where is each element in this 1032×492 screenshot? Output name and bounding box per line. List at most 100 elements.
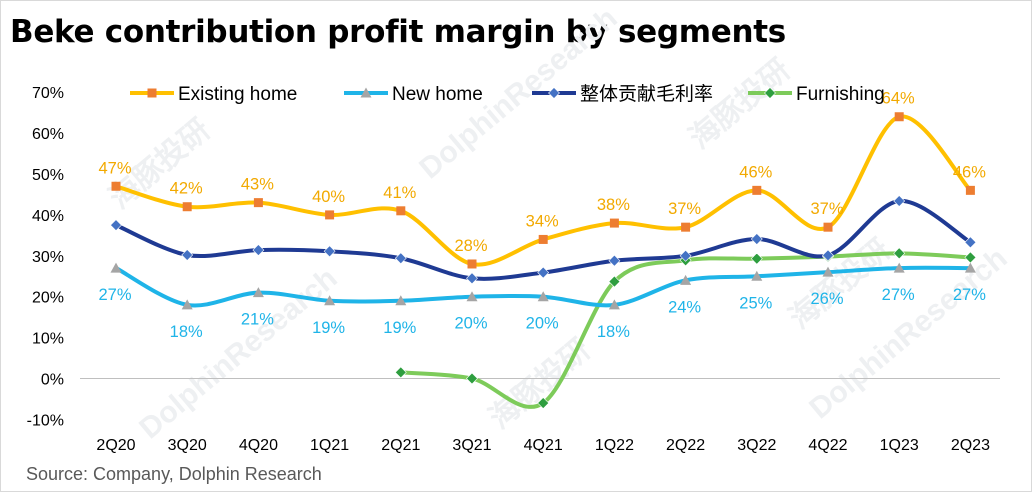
legend: Existing home New home 整体贡献毛利率 Furnishing: [130, 83, 885, 105]
existing-home-data-label: 40%: [312, 188, 345, 206]
x-tick-label: 3Q20: [168, 437, 207, 454]
existing-home-data-label: 42%: [170, 180, 203, 198]
existing-home-marker: [609, 218, 619, 228]
overall-margin-marker: [394, 252, 407, 265]
existing-home-marker: [325, 210, 335, 220]
new-home-marker: [466, 291, 478, 302]
existing-home-marker: [965, 185, 975, 195]
existing-home-data-label: 47%: [98, 159, 131, 177]
new-home-data-label: 20%: [526, 315, 559, 333]
new-home-marker: [537, 291, 549, 302]
legend-label-existing-home: Existing home: [178, 84, 297, 105]
furnishing-line: [398, 251, 973, 409]
legend-marker-new-home: [360, 87, 372, 98]
x-tick-label: 4Q21: [524, 437, 563, 454]
new-home-marker: [181, 299, 193, 310]
existing-home-data-label: 28%: [454, 237, 487, 255]
y-tick-label: 40%: [32, 208, 64, 225]
furnishing-marker: [466, 372, 478, 385]
existing-home-data-label: 38%: [597, 196, 630, 214]
existing-home-marker: [467, 259, 477, 269]
y-tick-label: -10%: [27, 412, 64, 429]
legend-label-furnishing: Furnishing: [796, 84, 885, 105]
new-home-marker: [110, 262, 122, 273]
overall-margin-marker: [750, 233, 763, 245]
existing-home-marker: [253, 198, 263, 208]
y-tick-label: 30%: [32, 249, 64, 266]
x-tick-label: 1Q22: [595, 437, 634, 454]
overall-margin-marker: [537, 266, 550, 279]
x-tick-label: 2Q22: [666, 437, 705, 454]
new-home-marker: [964, 262, 976, 273]
overall-margin-marker: [608, 254, 621, 267]
existing-home-marker: [681, 222, 691, 232]
existing-home-marker: [894, 112, 904, 122]
watermark-text: DolphinResearch: [133, 261, 343, 445]
legend-marker-overall-margin: [548, 87, 560, 99]
existing-home-marker: [823, 222, 833, 232]
new-home-data-label: 27%: [98, 286, 131, 304]
x-tick-label: 4Q20: [239, 437, 278, 454]
overall-margin-marker: [110, 219, 122, 232]
new-home-data-label: 27%: [953, 286, 986, 304]
new-home-data-label: 27%: [882, 286, 915, 304]
existing-home-marker: [396, 206, 406, 216]
existing-home-marker: [538, 234, 548, 244]
source-note: Source: Company, Dolphin Research: [26, 464, 322, 484]
overall-margin-marker: [679, 249, 692, 262]
overall-margin-marker: [964, 236, 977, 249]
overall-margin-marker: [252, 244, 265, 256]
y-tick-label: 10%: [32, 331, 64, 348]
overall-margin-marker: [822, 249, 834, 262]
chart-title: Beke contribution profit margin by segme…: [10, 14, 786, 50]
x-tick-label: 4Q22: [808, 437, 847, 454]
existing-home-data-label: 37%: [668, 200, 701, 218]
new-home-marker: [680, 274, 692, 285]
overall-margin-marker: [323, 245, 336, 258]
legend-label-overall-margin: 整体贡献毛利率: [580, 83, 713, 105]
furnishing-marker: [394, 366, 407, 379]
furnishing-marker: [537, 397, 550, 409]
y-tick-label: 50%: [32, 167, 64, 184]
new-home-data-label: 20%: [454, 315, 487, 333]
new-home-marker: [395, 295, 407, 306]
existing-home-data-label: 46%: [953, 163, 986, 181]
existing-home-marker: [111, 181, 121, 191]
new-home-marker: [324, 295, 336, 306]
y-tick-label: 70%: [32, 85, 64, 102]
existing-home-data-label: 41%: [383, 184, 416, 202]
overall-margin-marker: [181, 249, 194, 261]
new-home-data-label: 19%: [312, 319, 345, 337]
new-home-data-label: 24%: [668, 298, 701, 316]
legend-marker-existing-home: [147, 88, 157, 98]
new-home-data-label: 19%: [383, 319, 416, 337]
new-home-data-label: 18%: [597, 323, 630, 341]
x-tick-label: 1Q23: [880, 437, 919, 454]
existing-home-data-label: 64%: [882, 90, 915, 108]
legend-marker-furnishing: [764, 87, 776, 99]
new-home-marker: [822, 266, 834, 277]
y-tick-label: 0%: [41, 372, 64, 389]
axes: -10% 0% 10% 20% 30% 40% 50% 60% 70% 2Q20 3Q20 4Q20 1…: [27, 85, 1000, 454]
existing-home-line: [114, 114, 973, 267]
new-home-marker: [893, 262, 905, 273]
series-markers: [110, 112, 977, 409]
furnishing-marker: [750, 252, 763, 265]
x-tick-label: 2Q23: [951, 437, 990, 454]
furnishing-marker: [893, 247, 906, 260]
new-home-data-label: 26%: [810, 290, 843, 308]
overall-margin-marker: [466, 272, 478, 285]
new-home-data-label: 21%: [241, 311, 274, 329]
x-tick-label: 3Q21: [452, 437, 491, 454]
data-labels: 27% 18% 21% 19% 19% 20% 20% 18% 24% 25% 26% 27% 27% 4…: [98, 90, 986, 341]
x-tick-label: 2Q20: [96, 437, 135, 454]
new-home-marker: [751, 270, 763, 281]
new-home-data-label: 25%: [739, 294, 772, 312]
new-home-marker: [608, 299, 620, 310]
existing-home-marker: [182, 202, 192, 212]
existing-home-data-label: 34%: [526, 212, 559, 230]
existing-home-data-label: 37%: [810, 200, 843, 218]
existing-home-data-label: 46%: [739, 163, 772, 181]
legend-label-new-home: New home: [392, 84, 483, 105]
